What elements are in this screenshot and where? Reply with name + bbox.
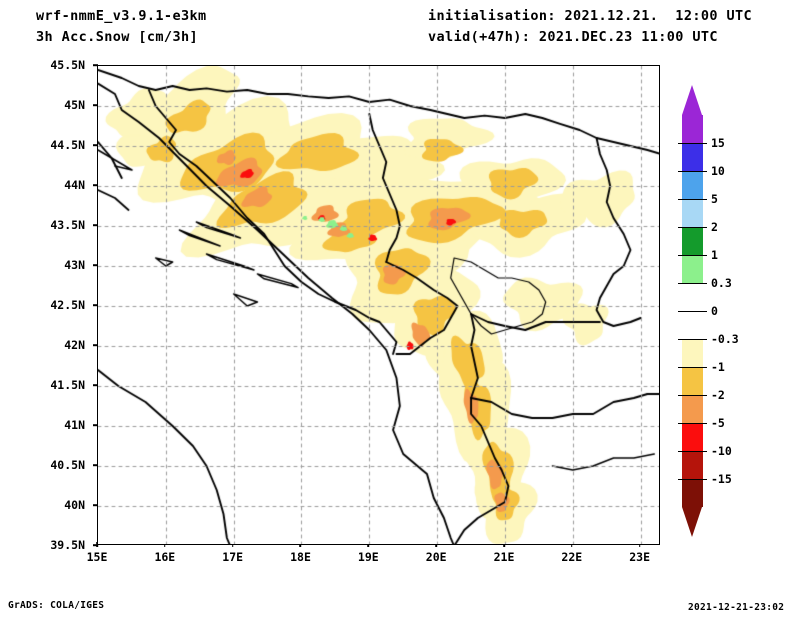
longitude-tick-label: 15E (86, 550, 108, 564)
longitude-tick-label: 23E (629, 550, 651, 564)
latitude-axis: 39.5N 40N 40.5N 41N 41.5N 42N 42.5N 43N 43.5N 44N… (0, 58, 98, 552)
latitude-tick-mark (93, 384, 98, 386)
colorbar-tick-label: -15 (711, 472, 732, 486)
render-timestamp: 2021-12-21-23:02 (688, 602, 785, 613)
longitude-tick-label: 21E (493, 550, 515, 564)
colorbar-tick-mark (678, 255, 707, 257)
latitude-tick-label: 43.5N (50, 218, 85, 232)
colorbar-tick-label: 1 (711, 248, 718, 262)
colorbar-segment (682, 479, 703, 507)
colorbar-tick-mark (678, 395, 707, 397)
colorbar-tick-label: -10 (711, 444, 732, 458)
colorbar-tick-label: 5 (711, 192, 718, 206)
colorbar-segment (682, 255, 703, 283)
colorbar-segment (682, 227, 703, 255)
colorbar-tick-label: -5 (711, 416, 725, 430)
colorbar-segment (682, 115, 703, 143)
colorbar-tick-mark (678, 423, 707, 425)
colorbar-tick-label: -2 (711, 388, 725, 402)
colorbar-tick-mark (678, 451, 707, 453)
snow-field-raster (98, 66, 659, 544)
latitude-tick-mark (93, 424, 98, 426)
latitude-tick-mark (93, 504, 98, 506)
colorbar-segment (682, 311, 703, 339)
initialisation-time: initialisation: 2021.12.21. 12:00 UTC (428, 8, 753, 24)
latitude-tick-label: 40N (64, 498, 85, 512)
colorbar-tick-label: 0 (711, 304, 718, 318)
colorbar-tick-mark (678, 171, 707, 173)
latitude-tick-label: 41N (64, 418, 85, 432)
colorbar-tick-mark (678, 367, 707, 369)
colorbar-segment (682, 451, 703, 479)
colorbar-legend: 15 10 5 2 1 0.3 0 -0.3 -1 -2 -5 -10 -15 (678, 85, 739, 537)
colorbar-tick-label: 10 (711, 164, 725, 178)
latitude-tick-mark (93, 344, 98, 346)
latitude-tick-mark (93, 224, 98, 226)
colorbar-segment (682, 367, 703, 395)
colorbar-tick-mark (678, 283, 707, 285)
latitude-tick-mark (93, 264, 98, 266)
latitude-tick-label: 39.5N (50, 538, 85, 552)
longitude-tick-label: 18E (290, 550, 311, 564)
colorbar-tick-label: -1 (711, 360, 725, 374)
colorbar-tick-label: 15 (711, 136, 725, 150)
field-title: 3h Acc.Snow [cm/3h] (36, 29, 199, 45)
colorbar-segment (682, 395, 703, 423)
colorbar-tick-label: 0.3 (711, 276, 732, 290)
latitude-tick-label: 45N (64, 98, 85, 112)
colorbar-tick-mark (678, 479, 707, 481)
colorbar-tick-label: -0.3 (711, 332, 739, 346)
latitude-tick-label: 41.5N (50, 378, 85, 392)
colorbar-tick-mark (678, 227, 707, 229)
latitude-tick-mark (93, 104, 98, 106)
colorbar-tick-label: 2 (711, 220, 718, 234)
latitude-tick-mark (93, 64, 98, 66)
latitude-tick-label: 44.5N (50, 138, 85, 152)
latitude-tick-label: 43N (64, 258, 85, 272)
latitude-tick-mark (93, 544, 98, 546)
model-title: wrf-nmmE_v3.9.1-e3km (36, 8, 207, 24)
longitude-tick-label: 20E (425, 550, 447, 564)
colorbar-segment (682, 283, 703, 311)
colorbar-arrow-up-icon (682, 85, 702, 115)
longitude-tick-label: 16E (154, 550, 176, 564)
latitude-tick-label: 40.5N (50, 458, 85, 472)
latitude-tick-label: 44N (64, 178, 85, 192)
colorbar-segment (682, 143, 703, 171)
colorbar-tick-mark (678, 311, 707, 313)
grads-credit: GrADS: COLA/IGES (8, 600, 105, 611)
longitude-tick-label: 22E (561, 550, 583, 564)
latitude-tick-label: 42.5N (50, 298, 85, 312)
latitude-tick-mark (93, 304, 98, 306)
latitude-tick-label: 42N (64, 338, 85, 352)
longitude-tick-label: 17E (222, 550, 244, 564)
colorbar-segment (682, 339, 703, 367)
colorbar-tick-mark (678, 143, 707, 145)
valid-time: valid(+47h): 2021.DEC.23 11:00 UTC (428, 29, 718, 45)
latitude-tick-mark (93, 144, 98, 146)
latitude-tick-mark (93, 464, 98, 466)
colorbar-segment (682, 199, 703, 227)
colorbar-tick-mark (678, 199, 707, 201)
map-plot-area[interactable] (97, 65, 660, 545)
longitude-tick-label: 19E (357, 550, 379, 564)
colorbar-tick-mark (678, 339, 707, 341)
longitude-axis: 15E 16E 17E 18E 19E 20E 21E 22E 23E (87, 542, 660, 570)
colorbar-segment (682, 171, 703, 199)
latitude-tick-mark (93, 184, 98, 186)
colorbar-segment (682, 423, 703, 451)
colorbar-arrow-down-icon (682, 507, 702, 537)
latitude-tick-label: 45.5N (50, 58, 85, 72)
